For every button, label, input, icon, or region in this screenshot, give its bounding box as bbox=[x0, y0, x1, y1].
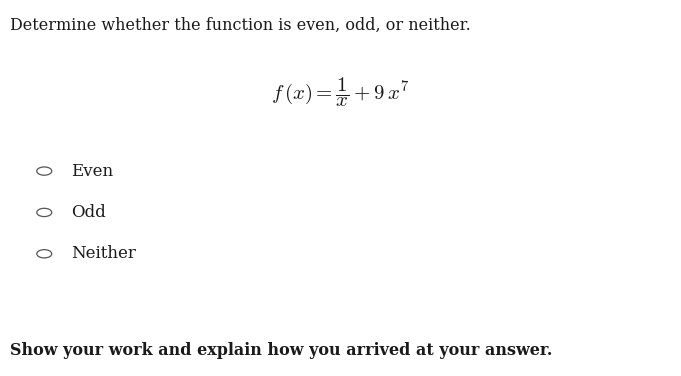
Text: Neither: Neither bbox=[72, 245, 136, 262]
Text: $f\,(x) = \dfrac{1}{x} + 9\,x^7$: $f\,(x) = \dfrac{1}{x} + 9\,x^7$ bbox=[271, 75, 410, 109]
Text: Determine whether the function is even, odd, or neither.: Determine whether the function is even, … bbox=[10, 17, 471, 34]
Text: Even: Even bbox=[72, 162, 114, 180]
Text: Show your work and explain how you arrived at your answer.: Show your work and explain how you arriv… bbox=[10, 342, 552, 359]
Text: Odd: Odd bbox=[72, 204, 106, 221]
